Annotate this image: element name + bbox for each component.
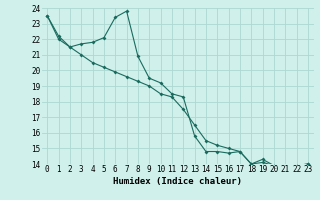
- X-axis label: Humidex (Indice chaleur): Humidex (Indice chaleur): [113, 177, 242, 186]
